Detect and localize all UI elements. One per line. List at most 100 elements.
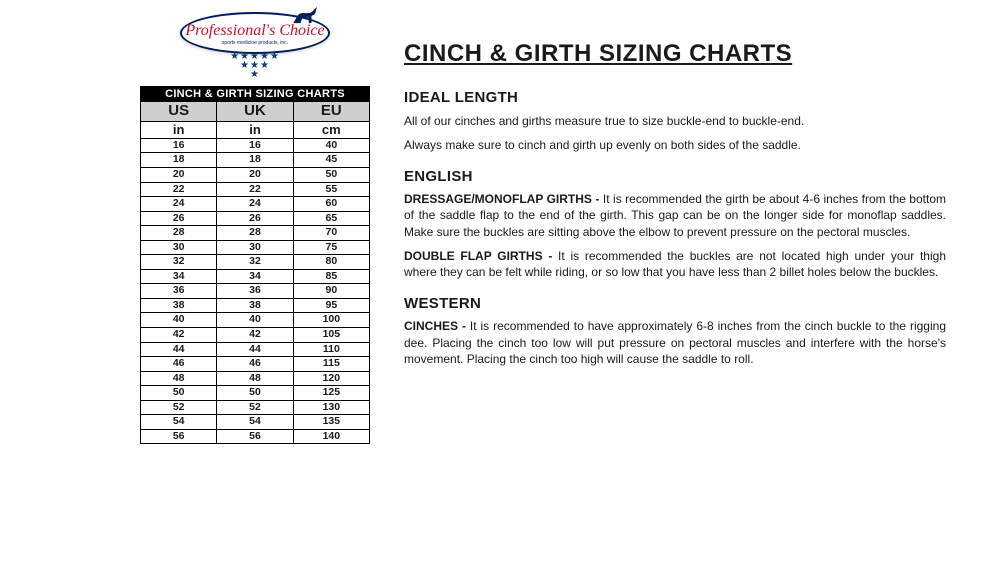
table-cell: 48: [217, 371, 293, 386]
page: Professional's Choice sports medicine pr…: [0, 0, 1000, 444]
table-title: CINCH & GIRTH SIZING CHARTS: [141, 87, 370, 102]
table-cell: 26: [141, 211, 217, 226]
table-row: 4040100: [141, 313, 370, 328]
table-cell: 42: [141, 328, 217, 343]
table-cell: 120: [293, 371, 369, 386]
table-cell: 95: [293, 298, 369, 313]
western-heading: WESTERN: [404, 294, 946, 314]
table-cell: 44: [217, 342, 293, 357]
table-row: 181845: [141, 153, 370, 168]
table-row: 363690: [141, 284, 370, 299]
table-cell: 52: [141, 400, 217, 415]
table-row: 161640: [141, 138, 370, 153]
table-cell: 20: [141, 167, 217, 182]
table-cell: 100: [293, 313, 369, 328]
table-cell: 56: [141, 429, 217, 444]
table-row: 343485: [141, 269, 370, 284]
table-cell: 130: [293, 400, 369, 415]
table-cell: 40: [217, 313, 293, 328]
table-cell: 45: [293, 153, 369, 168]
table-cell: 110: [293, 342, 369, 357]
table-cell: 46: [141, 357, 217, 372]
unit-header-row: in in cm: [141, 121, 370, 138]
table-cell: 32: [217, 255, 293, 270]
doubleflap-lead: DOUBLE FLAP GIRTHS -: [404, 249, 558, 263]
table-row: 303075: [141, 240, 370, 255]
table-cell: 34: [141, 269, 217, 284]
ideal-p1: All of our cinches and girths measure tr…: [404, 113, 946, 129]
table-cell: 135: [293, 415, 369, 430]
table-cell: 18: [217, 153, 293, 168]
logo-stars: ★★★★★★★★★: [230, 52, 280, 79]
table-cell: 36: [141, 284, 217, 299]
table-cell: 105: [293, 328, 369, 343]
table-cell: 32: [141, 255, 217, 270]
logo-brand-text: Professional's Choice: [185, 22, 324, 40]
table-cell: 52: [217, 400, 293, 415]
table-cell: 34: [217, 269, 293, 284]
dressage-paragraph: DRESSAGE/MONOFLAP GIRTHS - It is recomme…: [404, 191, 946, 240]
table-cell: 125: [293, 386, 369, 401]
left-column: Professional's Choice sports medicine pr…: [140, 4, 370, 444]
table-cell: 28: [141, 226, 217, 241]
page-title: CINCH & GIRTH SIZING CHARTS: [404, 38, 946, 70]
col-uk: UK: [217, 102, 293, 122]
table-row: 4646115: [141, 357, 370, 372]
table-cell: 16: [217, 138, 293, 153]
sizing-table: CINCH & GIRTH SIZING CHARTS US UK EU in …: [140, 86, 370, 444]
col-us: US: [141, 102, 217, 122]
table-cell: 70: [293, 226, 369, 241]
table-cell: 26: [217, 211, 293, 226]
table-cell: 16: [141, 138, 217, 153]
table-cell: 30: [217, 240, 293, 255]
unit-us: in: [141, 121, 217, 138]
table-cell: 40: [141, 313, 217, 328]
table-cell: 38: [217, 298, 293, 313]
table-cell: 44: [141, 342, 217, 357]
table-row: 4848120: [141, 371, 370, 386]
table-cell: 56: [217, 429, 293, 444]
table-cell: 24: [217, 197, 293, 212]
table-row: 202050: [141, 167, 370, 182]
table-row: 5050125: [141, 386, 370, 401]
table-row: 282870: [141, 226, 370, 241]
table-row: 5252130: [141, 400, 370, 415]
table-cell: 40: [293, 138, 369, 153]
table-row: 4444110: [141, 342, 370, 357]
table-row: 5454135: [141, 415, 370, 430]
doubleflap-paragraph: DOUBLE FLAP GIRTHS - It is recommended t…: [404, 248, 946, 280]
table-cell: 85: [293, 269, 369, 284]
unit-uk: in: [217, 121, 293, 138]
table-cell: 54: [141, 415, 217, 430]
table-row: 323280: [141, 255, 370, 270]
table-cell: 22: [141, 182, 217, 197]
table-row: 5656140: [141, 429, 370, 444]
ideal-heading: IDEAL LENGTH: [404, 88, 946, 108]
table-cell: 140: [293, 429, 369, 444]
table-cell: 50: [293, 167, 369, 182]
table-cell: 46: [217, 357, 293, 372]
table-cell: 22: [217, 182, 293, 197]
table-cell: 65: [293, 211, 369, 226]
english-heading: ENGLISH: [404, 167, 946, 187]
cinches-lead: CINCHES -: [404, 319, 470, 333]
table-row: 262665: [141, 211, 370, 226]
unit-eu: cm: [293, 121, 369, 138]
table-cell: 50: [141, 386, 217, 401]
table-cell: 36: [217, 284, 293, 299]
dressage-lead: DRESSAGE/MONOFLAP GIRTHS -: [404, 192, 603, 206]
right-column: CINCH & GIRTH SIZING CHARTS IDEAL LENGTH…: [370, 4, 960, 444]
table-row: 242460: [141, 197, 370, 212]
table-cell: 42: [217, 328, 293, 343]
cinches-body: It is recommended to have approximately …: [404, 319, 946, 365]
table-cell: 18: [141, 153, 217, 168]
table-cell: 80: [293, 255, 369, 270]
logo-tagline: sports medicine products, inc.: [222, 40, 288, 46]
table-cell: 28: [217, 226, 293, 241]
table-row: 383895: [141, 298, 370, 313]
cinches-paragraph: CINCHES - It is recommended to have appr…: [404, 318, 946, 367]
table-cell: 90: [293, 284, 369, 299]
table-cell: 24: [141, 197, 217, 212]
table-row: 222255: [141, 182, 370, 197]
table-cell: 30: [141, 240, 217, 255]
